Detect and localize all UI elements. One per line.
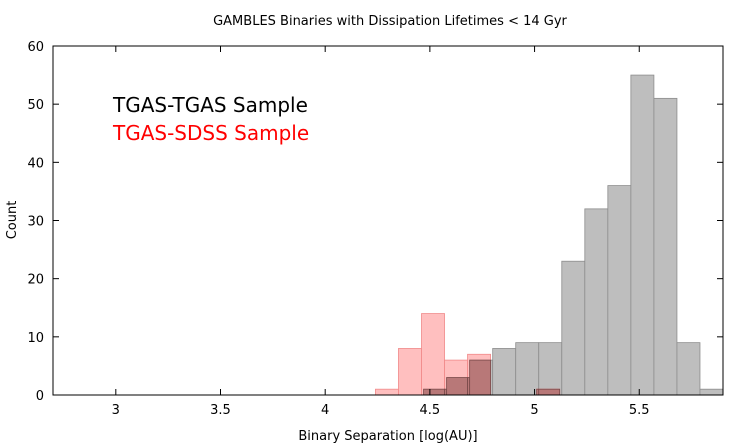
y-tick-label: 40: [27, 156, 44, 171]
tgas-sdss-bar-1: [398, 348, 422, 396]
x-tick-label: 4.5: [420, 403, 441, 418]
overlap-bar-0: [423, 388, 445, 396]
tgas-tgas-bar-3: [492, 348, 517, 396]
legend-tgas-sdss: TGAS-SDSS Sample: [112, 121, 309, 145]
y-tick-label: 0: [36, 389, 44, 404]
y-tick-label: 50: [27, 98, 44, 113]
legend-tgas-tgas: TGAS-TGAS Sample: [112, 93, 308, 117]
overlap-bar-2: [446, 377, 468, 396]
tgas-tgas-bar-12: [699, 388, 724, 396]
tgas-tgas-bars: [423, 74, 724, 396]
tgas-tgas-bar-7: [584, 208, 609, 396]
tgas-sdss-bar-0: [375, 388, 399, 396]
overlap-bar-6: [538, 388, 561, 396]
y-tick-label: 10: [27, 331, 44, 346]
tgas-tgas-bar-8: [607, 185, 632, 396]
x-tick-label: 5: [530, 403, 538, 418]
tgas-tgas-bar-5: [538, 342, 563, 396]
x-tick-label: 5.5: [629, 403, 650, 418]
tgas-tgas-bar-9: [630, 74, 655, 396]
x-tick-label: 4: [321, 403, 329, 418]
y-tick-label: 30: [27, 215, 44, 230]
x-axis-ticks: 3 3.5 4 4.5 5 5.5: [112, 46, 650, 418]
tgas-sdss-bar-2: [421, 313, 445, 396]
chart-title: GAMBLES Binaries with Dissipation Lifeti…: [213, 14, 567, 29]
x-tick-label: 3.5: [210, 403, 231, 418]
x-tick-label: 3: [112, 403, 120, 418]
y-axis-ticks: 0 10 20 30 40 50 60: [27, 40, 723, 404]
tgas-tgas-bar-10: [653, 97, 678, 396]
tgas-tgas-bar-6: [561, 260, 586, 396]
overlap-bar-4: [469, 359, 491, 396]
y-axis-label: Count: [5, 201, 20, 240]
x-axis-label: Binary Separation [log(AU)]: [298, 429, 477, 444]
y-tick-label: 60: [27, 40, 44, 55]
y-tick-label: 20: [27, 273, 44, 288]
tgas-tgas-bar-11: [676, 342, 701, 396]
tgas-tgas-bar-4: [515, 342, 540, 396]
